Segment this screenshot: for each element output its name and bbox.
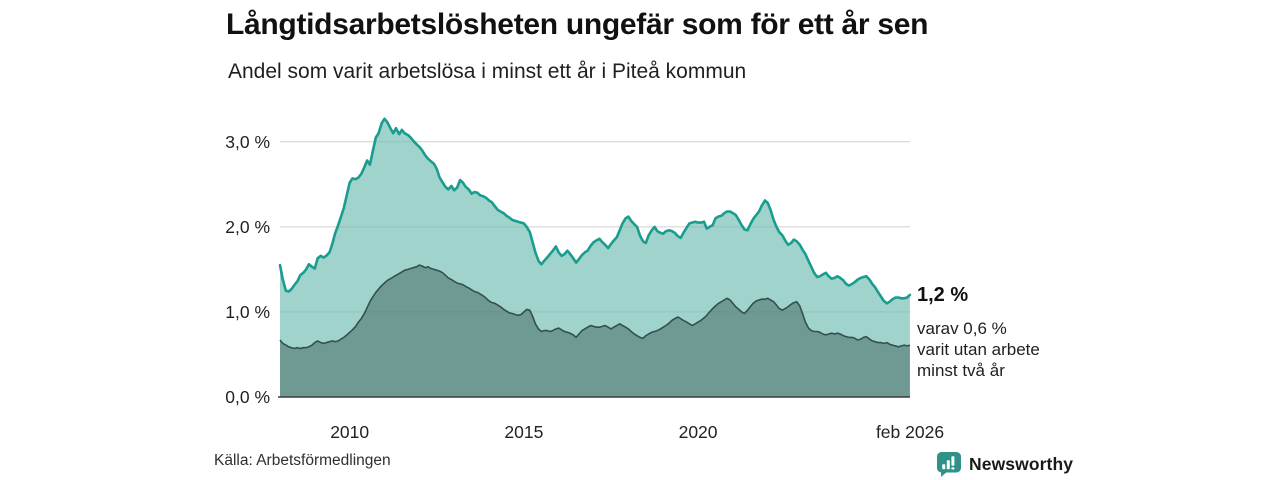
end-note-line-1: varav 0,6 % (917, 319, 1007, 338)
y-axis-tick-label: 0,0 % (225, 387, 270, 407)
y-axis-tick-label: 1,0 % (225, 302, 270, 322)
source-attribution: Källa: Arbetsförmedlingen (214, 452, 391, 469)
page-subtitle: Andel som varit arbetslösa i minst ett å… (228, 60, 747, 83)
line-two-years (279, 264, 911, 350)
page-title: Långtidsarbetslösheten ungefär som för e… (226, 8, 929, 41)
newsworthy-bars-icon (936, 451, 962, 477)
end-note-line-2: varit utan arbete (917, 340, 1040, 359)
area-two-years (280, 265, 910, 397)
x-axis-tick-label: 2015 (504, 422, 543, 442)
x-axis-tick-label: feb 2026 (876, 422, 944, 442)
y-axis-tick-label: 2,0 % (225, 217, 270, 237)
end-value-label-total: 1,2 % (917, 284, 969, 306)
end-note-two-year: varav 0,6 % varit utan arbete minst två … (917, 318, 1040, 381)
brand-logo: Newsworthy (936, 451, 1073, 477)
y-axis-tick-label: 3,0 % (225, 132, 270, 152)
x-axis-tick-label: 2010 (330, 422, 369, 442)
line-total-one-year (278, 117, 912, 305)
end-note-line-3: minst två år (917, 361, 1005, 380)
brand-name: Newsworthy (969, 453, 1074, 474)
x-axis-tick-label: 2020 (679, 422, 718, 442)
